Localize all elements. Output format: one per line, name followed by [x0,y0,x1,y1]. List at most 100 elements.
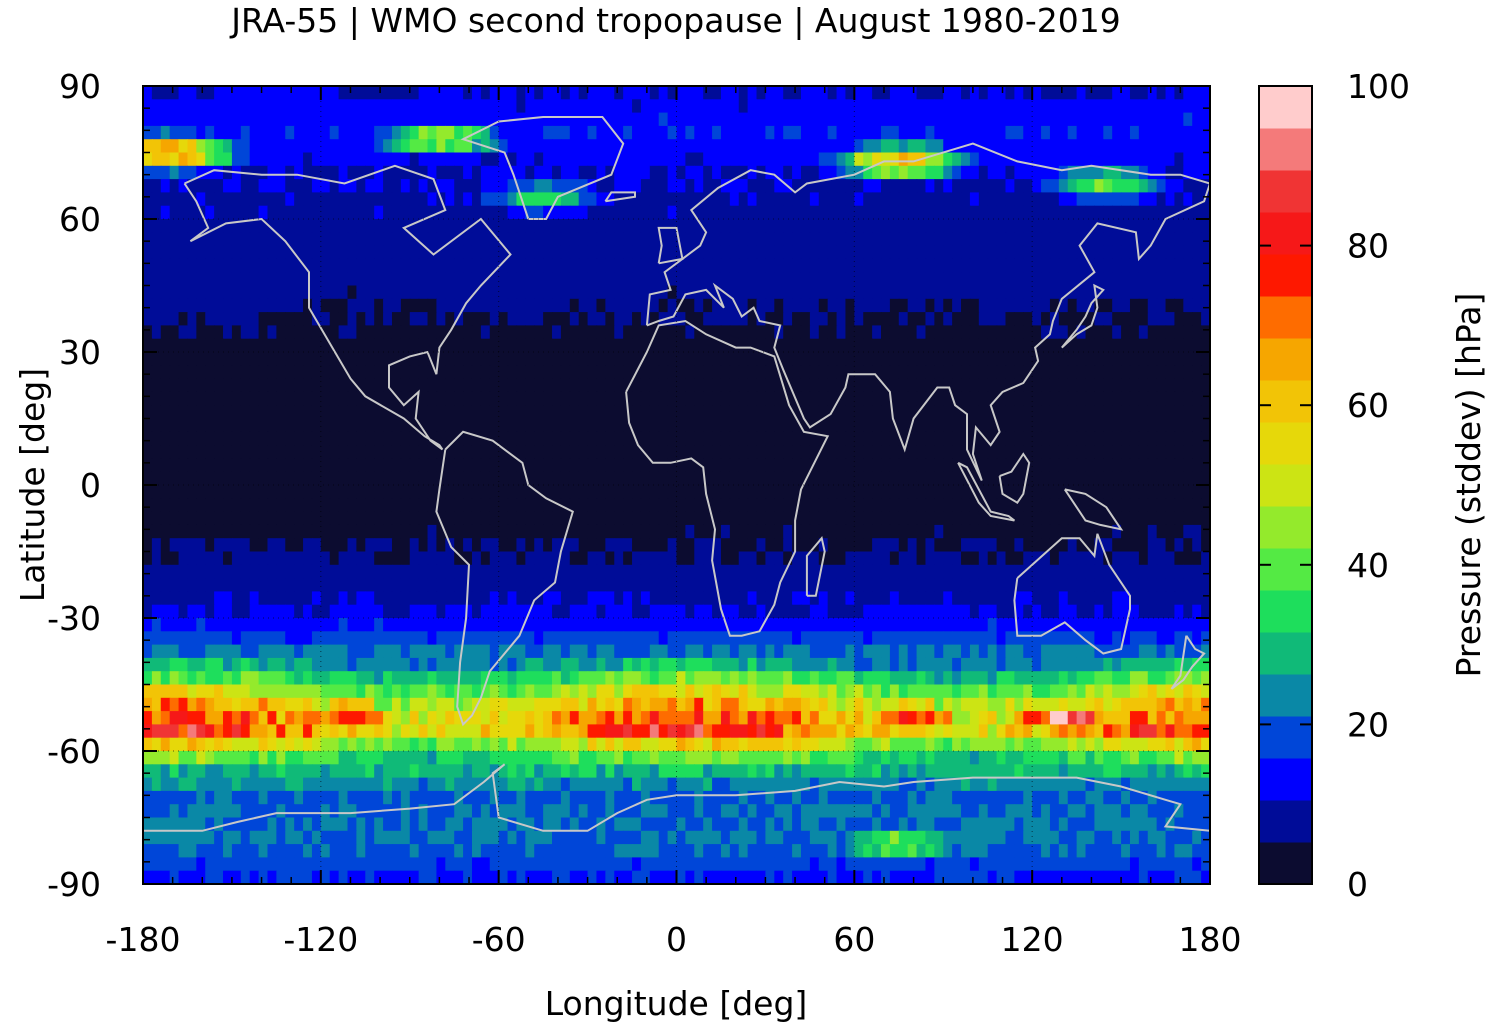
heatmap-cell [676,591,686,606]
heatmap-cell [347,391,357,406]
heatmap-cell [1005,86,1015,100]
heatmap-cell [347,485,357,499]
heatmap-cell [552,258,562,273]
heatmap-cell [1023,125,1033,140]
heatmap-cell [418,498,429,513]
heatmap-cell [214,245,224,260]
heatmap-cell [471,179,482,193]
heatmap-cell [1174,272,1184,287]
heatmap-cell [658,165,669,180]
heatmap-cell [1005,418,1015,433]
heatmap-cell [738,631,749,646]
heatmap-cell [872,165,882,180]
heatmap-cell [391,99,402,114]
heatmap-cell [658,352,669,366]
heatmap-cell [596,139,606,154]
heatmap-cell [231,179,242,193]
heatmap-cell [1023,405,1033,420]
heatmap-cell [694,604,704,619]
heatmap-cell [658,219,669,233]
heatmap-cell [427,485,438,499]
heatmap-cell [454,471,464,486]
heatmap-cell [400,325,411,340]
heatmap-cell [1129,245,1140,260]
heatmap-cell [685,99,695,114]
heatmap-cell [1058,219,1069,233]
heatmap-cell [151,272,162,287]
heatmap-cell [747,338,758,353]
heatmap-cell [1014,245,1024,260]
heatmap-cell [667,458,678,473]
heatmap-cell [285,618,295,632]
heatmap-cell [498,312,509,326]
heatmap-cell [1085,152,1096,167]
heatmap-cell [996,445,1007,459]
heatmap-cell [1049,125,1060,140]
heatmap-cell [311,205,322,220]
heatmap-cell [836,391,847,406]
heatmap-cell [614,405,624,420]
heatmap-cell [1005,112,1015,127]
heatmap-cell [943,485,953,499]
heatmap-cell [151,631,162,646]
heatmap-cell [329,312,340,326]
heatmap-cell [729,272,740,287]
heatmap-cell [560,604,571,619]
heatmap-cell [1076,139,1087,154]
heatmap-cell [1147,564,1158,579]
heatmap-cell [1121,125,1131,140]
heatmap-cell [943,245,953,260]
heatmap-cell [463,192,473,207]
heatmap-cell [338,112,349,127]
heatmap-cell [1085,232,1096,247]
heatmap-cell [578,604,589,619]
heatmap-cell [934,511,944,526]
heatmap-cell [685,165,695,180]
heatmap-cell [543,338,553,353]
heatmap-cell [525,591,535,606]
heatmap-cell [854,418,864,433]
heatmap-cell [1032,258,1042,273]
heatmap-cell [961,352,971,366]
heatmap-cell [329,524,340,539]
heatmap-cell [303,578,313,592]
heatmap-cell [525,418,535,433]
heatmap-cell [329,391,340,406]
heatmap-cell [783,378,793,393]
heatmap-cell [1085,485,1096,499]
heatmap-cell [1156,285,1167,300]
heatmap-cell [223,232,233,247]
heatmap-cell [1041,272,1051,287]
heatmap-cell [676,631,686,646]
heatmap-cell [1058,431,1069,446]
heatmap-cell [640,205,651,220]
heatmap-cell [1085,418,1096,433]
heatmap-cell [809,551,820,566]
heatmap-cell [160,152,171,167]
heatmap-cell [1058,591,1069,606]
heatmap-cell [1138,471,1149,486]
heatmap-cell [276,112,286,127]
heatmap-cell [214,485,224,499]
heatmap-cell [1156,485,1167,499]
heatmap-cell [987,112,998,127]
heatmap-cell [792,86,802,100]
heatmap-cell [507,258,518,273]
heatmap-cell [205,192,215,207]
heatmap-cell [258,578,269,592]
heatmap-cell [507,298,518,313]
heatmap-cell [978,511,989,526]
heatmap-cell [827,352,838,366]
heatmap-cell [987,86,998,100]
heatmap-cell [489,219,500,233]
heatmap-cell [525,312,535,326]
heatmap-cell [694,325,704,340]
heatmap-cell [240,378,251,393]
heatmap-cell [1041,338,1051,353]
heatmap-cell [756,418,767,433]
heatmap-cell [294,551,304,566]
heatmap-cell [143,551,153,566]
heatmap-cell [1165,538,1176,553]
heatmap-cell [169,458,180,473]
heatmap-cell [854,498,864,513]
